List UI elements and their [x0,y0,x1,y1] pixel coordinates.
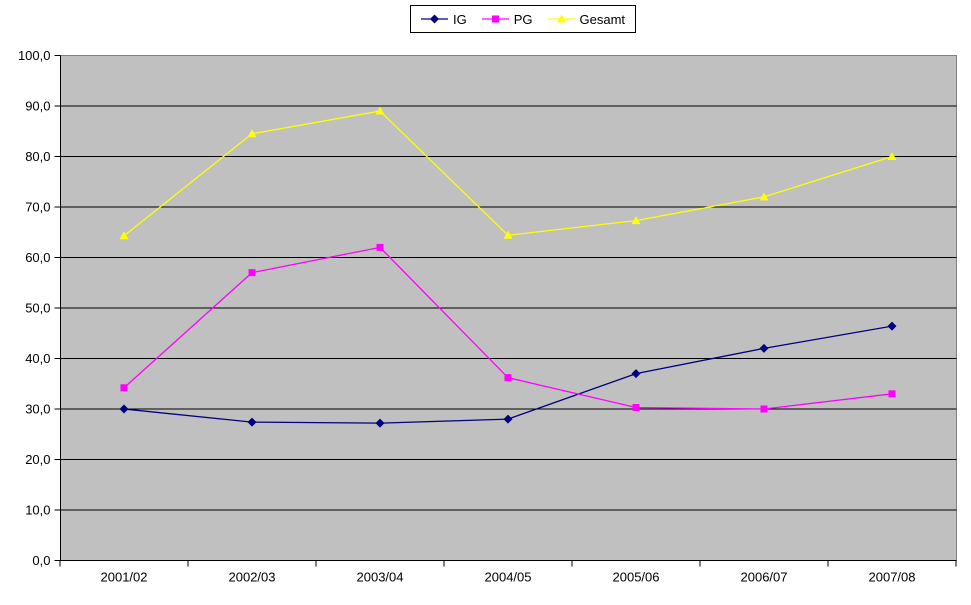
legend-label-pg: PG [513,11,533,27]
x-axis-label: 2003/04 [357,570,404,585]
data-point-pg-0 [120,384,128,392]
data-point-gesamt-3 [503,230,513,239]
data-point-ig-0 [119,404,129,414]
data-point-gesamt-4 [631,216,641,225]
data-point-pg-1 [248,269,256,277]
y-tick-label: 20,0 [25,452,50,467]
y-tick-label: 60,0 [25,250,50,265]
data-point-gesamt-5 [759,192,769,201]
data-point-pg-5 [760,405,768,413]
y-tick-label: 90,0 [25,99,50,114]
y-tick-label: 40,0 [25,351,50,366]
x-axis-label: 2005/06 [613,570,660,585]
x-axis-label: 2006/07 [741,570,788,585]
data-point-pg-6 [888,390,896,398]
ig-line-marker-icon [421,14,448,24]
data-point-ig-5 [759,343,769,353]
legend-entry-gesamt[interactable]: Gesamt [547,11,626,27]
data-point-gesamt-0 [119,231,129,240]
x-axis-label: 2007/08 [869,570,916,585]
legend-marker-shape [430,14,439,24]
data-point-gesamt-6 [887,152,897,160]
data-point-ig-4 [631,369,641,379]
pg-line-marker-icon [481,15,509,23]
data-point-pg-4 [632,403,640,411]
x-axis-label: 2002/03 [229,570,276,585]
legend-entry-pg[interactable]: PG [481,11,533,27]
legend-entry-ig[interactable]: IG [421,13,467,26]
y-tick-label: 100,0 [18,48,51,63]
data-point-pg-2 [376,243,384,251]
legend-label-ig: IG [453,11,467,27]
y-tick-label: 10,0 [25,503,50,518]
y-tick-label: 70,0 [25,200,50,215]
x-axis-label: 2004/05 [485,570,532,585]
data-point-gesamt-2 [375,106,385,115]
y-tick-label: 30,0 [25,402,50,417]
data-point-pg-3 [504,374,512,382]
data-point-ig-2 [375,418,385,428]
data-point-ig-3 [503,414,513,424]
data-point-ig-6 [887,321,897,331]
gesamt-line-marker-icon [547,14,575,23]
y-tick-label: 80,0 [25,149,50,164]
y-tick-label: 50,0 [25,301,50,316]
legend[interactable]: IG PG Gesamt [410,5,637,33]
x-axis-label: 2001/02 [101,570,148,585]
legend-marker-shape [491,15,499,23]
data-point-gesamt-1 [247,129,257,138]
y-tick-label: 0,0 [32,553,50,568]
legend-label-gesamt: Gesamt [579,11,626,27]
legend-marker-shape [556,14,566,23]
data-point-ig-1 [247,417,257,427]
